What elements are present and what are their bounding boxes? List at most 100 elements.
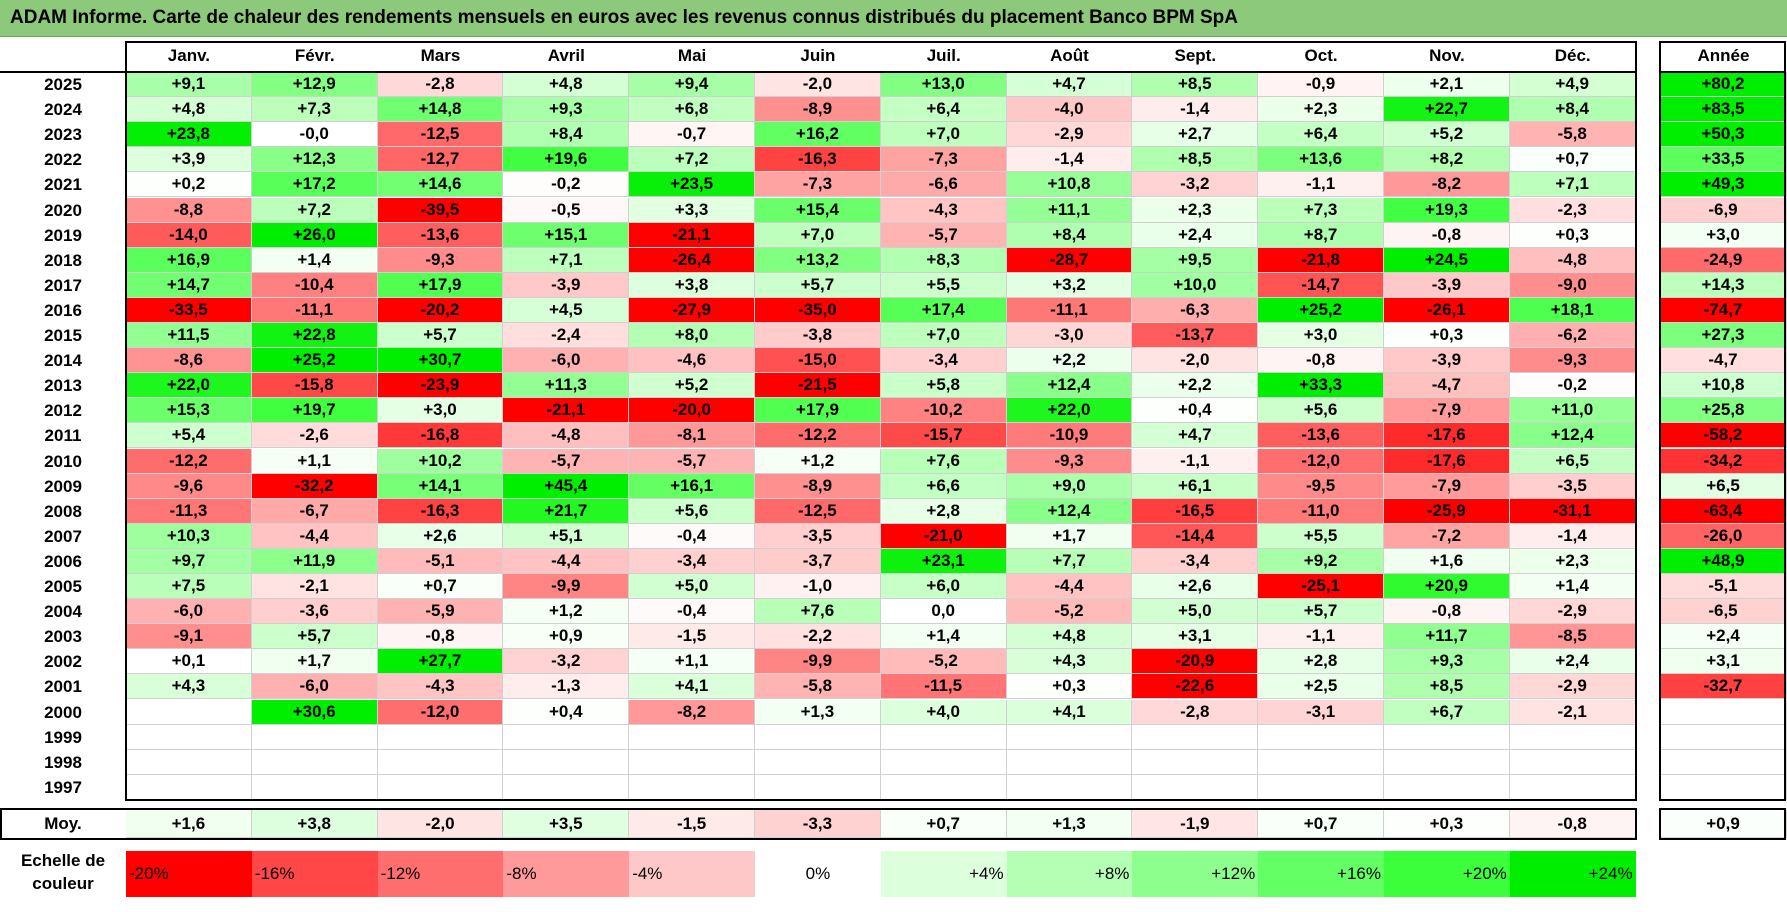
heatmap-cell: -8,8 bbox=[126, 197, 252, 223]
scale-swatch: +24% bbox=[1509, 851, 1636, 897]
heatmap-cell: +6,7 bbox=[1384, 699, 1510, 725]
annual-cell bbox=[1660, 724, 1787, 750]
heatmap-cell: -21,0 bbox=[880, 523, 1007, 549]
heatmap-cell: -3,7 bbox=[755, 548, 881, 574]
heatmap-cell: -3,8 bbox=[755, 323, 881, 349]
heatmap-cell: +0,4 bbox=[1132, 398, 1259, 424]
year-label: 2014 bbox=[44, 351, 82, 371]
heatmap-cell: -8,2 bbox=[629, 699, 755, 725]
heatmap-cell: +8,0 bbox=[629, 323, 755, 349]
heatmap-cell: +12,9 bbox=[251, 72, 378, 98]
heatmap-cell: +4,1 bbox=[1006, 699, 1133, 725]
heatmap-cell: -4,8 bbox=[503, 423, 630, 449]
heatmap-cell: -3,2 bbox=[1132, 172, 1259, 198]
heatmap-cell: -7,2 bbox=[1384, 523, 1510, 549]
heatmap-cell: +18,1 bbox=[1509, 297, 1636, 323]
heatmap-cell: -2,1 bbox=[1509, 699, 1636, 725]
heatmap-cell: -4,0 bbox=[1006, 97, 1133, 123]
heatmap-cell: +21,7 bbox=[503, 498, 630, 524]
heatmap-cell: +10,8 bbox=[1006, 172, 1133, 198]
heatmap-cell: +8,5 bbox=[1384, 674, 1510, 700]
average-cell: -1,9 bbox=[1132, 810, 1259, 838]
month-header: Août bbox=[1050, 46, 1089, 65]
heatmap-cell: +2,4 bbox=[1132, 222, 1259, 248]
heatmap-cell: -2,8 bbox=[377, 72, 504, 98]
heatmap-cell: +5,4 bbox=[126, 423, 252, 449]
heatmap-cell: +3,3 bbox=[629, 197, 755, 223]
heatmap-cell: +19,7 bbox=[251, 398, 378, 424]
average-cell: +1,3 bbox=[1006, 810, 1133, 838]
annual-cell: +3,1 bbox=[1660, 649, 1787, 675]
heatmap-cell: -13,6 bbox=[1258, 423, 1384, 449]
month-header: Mai bbox=[677, 46, 707, 65]
heatmap-cell: -0,2 bbox=[1509, 373, 1636, 399]
heatmap-cell bbox=[755, 724, 881, 750]
heatmap-cell: -16,3 bbox=[755, 147, 881, 173]
month-header: Déc. bbox=[1554, 46, 1591, 65]
heatmap-cell: -6,2 bbox=[1509, 323, 1636, 349]
heatmap-cell: +7,0 bbox=[755, 222, 881, 248]
average-cell: +0,3 bbox=[1384, 810, 1510, 838]
heatmap-cell: +0,3 bbox=[1006, 674, 1133, 700]
heatmap-cell: -22,6 bbox=[1132, 674, 1259, 700]
heatmap-cell: +22,8 bbox=[251, 323, 378, 349]
heatmap-cell: +1,2 bbox=[755, 448, 881, 474]
heatmap-cell: -23,9 bbox=[377, 373, 504, 399]
heatmap-cell: +11,5 bbox=[126, 323, 252, 349]
heatmap-cell: +7,2 bbox=[629, 147, 755, 173]
heatmap-cell: -12,5 bbox=[377, 122, 504, 148]
annual-cell: +6,5 bbox=[1660, 473, 1787, 499]
year-label: 2003 bbox=[44, 627, 82, 647]
year-label: 2017 bbox=[44, 275, 82, 295]
heatmap-cell: +6,5 bbox=[1509, 448, 1636, 474]
heatmap-cell: +9,0 bbox=[1006, 473, 1133, 499]
heatmap-cell: -12,7 bbox=[377, 147, 504, 173]
heatmap-cell: +2,2 bbox=[1132, 373, 1259, 399]
heatmap-cell: +14,1 bbox=[377, 473, 504, 499]
heatmap-cell: +7,2 bbox=[251, 197, 378, 223]
heatmap-cell bbox=[1509, 724, 1636, 750]
heatmap-cell: -5,8 bbox=[1509, 122, 1636, 148]
heatmap-cell bbox=[629, 724, 755, 750]
heatmap-cell bbox=[1132, 749, 1259, 775]
heatmap-cell: +13,0 bbox=[880, 72, 1007, 98]
annual-cell: -32,7 bbox=[1660, 674, 1787, 700]
average-cell: -3,3 bbox=[755, 810, 881, 838]
year-label: 2013 bbox=[44, 376, 82, 396]
heatmap-cell: -10,4 bbox=[251, 272, 378, 298]
heatmap-cell: -6,7 bbox=[251, 498, 378, 524]
heatmap-cell: -17,6 bbox=[1384, 423, 1510, 449]
heatmap-cell: -12,2 bbox=[755, 423, 881, 449]
heatmap-cell: +23,5 bbox=[629, 172, 755, 198]
heatmap-cell: +4,5 bbox=[503, 297, 630, 323]
year-label: 2023 bbox=[44, 125, 82, 145]
heatmap-cell: +1,7 bbox=[1006, 523, 1133, 549]
heatmap-cell: +3,8 bbox=[629, 272, 755, 298]
heatmap-cell bbox=[377, 724, 504, 750]
heatmap-cell bbox=[1006, 724, 1133, 750]
heatmap-cell: +9,3 bbox=[1384, 649, 1510, 675]
annual-cell: -34,2 bbox=[1660, 448, 1787, 474]
heatmap-cell: +8,2 bbox=[1384, 147, 1510, 173]
heatmap-cell: +9,5 bbox=[1132, 247, 1259, 273]
heatmap-cell: -11,5 bbox=[880, 674, 1007, 700]
heatmap-cell: -4,4 bbox=[503, 548, 630, 574]
heatmap-cell: -5,7 bbox=[503, 448, 630, 474]
year-label: 2016 bbox=[44, 300, 82, 320]
heatmap-cell: +7,1 bbox=[1509, 172, 1636, 198]
heatmap-cell: +0,4 bbox=[503, 699, 630, 725]
chart-title: ADAM Informe. Carte de chaleur des rende… bbox=[10, 7, 1238, 28]
heatmap-cell: -1,1 bbox=[1258, 624, 1384, 650]
heatmap-cell: +7,6 bbox=[755, 599, 881, 625]
heatmap-cell: -8,2 bbox=[1384, 172, 1510, 198]
scale-swatch: 0% bbox=[755, 851, 881, 897]
heatmap-cell: +4,9 bbox=[1509, 72, 1636, 98]
heatmap-cell: -0,9 bbox=[1258, 72, 1384, 98]
heatmap-cell: -12,5 bbox=[755, 498, 881, 524]
heatmap-cell: -0,8 bbox=[377, 624, 504, 650]
heatmap-cell: -26,1 bbox=[1384, 297, 1510, 323]
heatmap-cell: -20,2 bbox=[377, 297, 504, 323]
annual-cell: +25,8 bbox=[1660, 398, 1787, 424]
heatmap-cell: +8,4 bbox=[1509, 97, 1636, 123]
heatmap-cell: +12,4 bbox=[1509, 423, 1636, 449]
